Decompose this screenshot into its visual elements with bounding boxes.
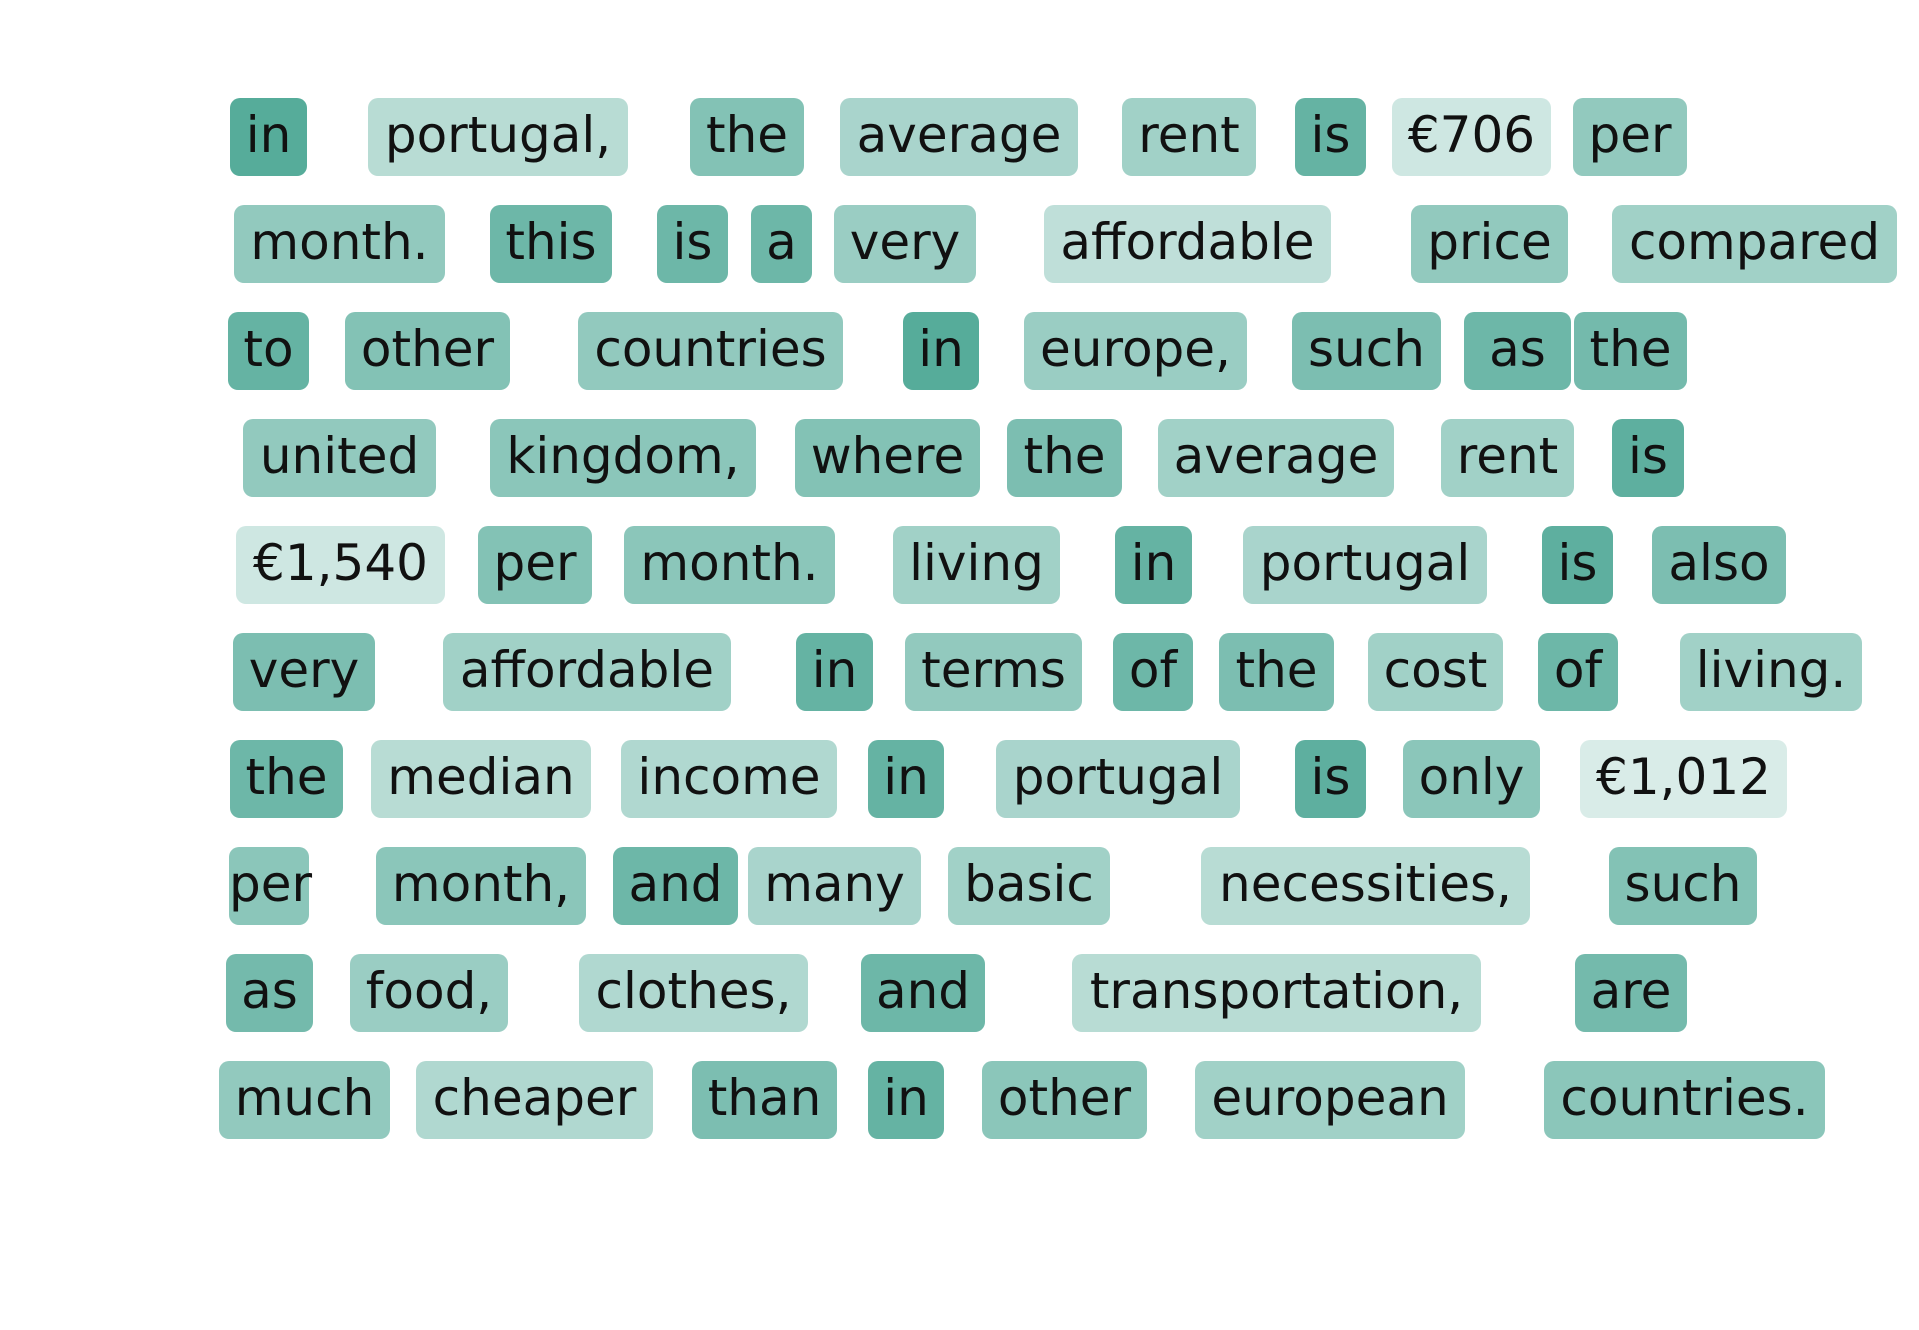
- token-chip: and: [861, 954, 985, 1032]
- token-chip: is: [1612, 419, 1684, 497]
- token-chip: month,: [376, 847, 586, 925]
- token-chip: also: [1652, 526, 1786, 604]
- token-chip: such: [1292, 312, 1441, 390]
- token-chip: of: [1113, 633, 1193, 711]
- token-chip: european: [1195, 1061, 1465, 1139]
- token-chip: is: [1295, 740, 1366, 818]
- token-chip: clothes,: [579, 954, 808, 1032]
- token-chip: in: [796, 633, 873, 711]
- token-chip: is: [1542, 526, 1613, 604]
- token-chip: per: [478, 526, 592, 604]
- token-chip: basic: [948, 847, 1110, 925]
- token-chip: of: [1538, 633, 1618, 711]
- token-chip: is: [657, 205, 728, 283]
- token-chip: per: [229, 847, 312, 925]
- token-chip: transportation,: [1072, 954, 1481, 1032]
- token-chip: portugal: [1243, 526, 1487, 604]
- token-chip: than: [692, 1061, 837, 1139]
- token-chip: very: [834, 205, 976, 283]
- token-chip: very: [233, 633, 375, 711]
- token-chip: rent: [1122, 98, 1256, 176]
- token-chip: many: [748, 847, 921, 925]
- token-chip: living.: [1680, 633, 1862, 711]
- token-chip: affordable: [1044, 205, 1331, 283]
- token-chip: €1,012: [1580, 740, 1787, 818]
- token-chip: €706: [1392, 98, 1551, 176]
- token-chip: living: [893, 526, 1060, 604]
- token-chip: as: [1464, 312, 1571, 390]
- token-chip: compared: [1612, 205, 1897, 283]
- token-chip: cost: [1368, 633, 1503, 711]
- token-chip: median: [371, 740, 591, 818]
- token-chip: europe,: [1024, 312, 1247, 390]
- token-chip: month.: [234, 205, 445, 283]
- token-chip: united: [243, 419, 436, 497]
- token-chip: the: [1574, 312, 1687, 390]
- token-chip: countries.: [1544, 1061, 1825, 1139]
- token-chip: this: [490, 205, 612, 283]
- token-chip: a: [751, 205, 812, 283]
- token-chip: countries: [578, 312, 843, 390]
- token-chip: in: [230, 98, 307, 176]
- token-chip: to: [228, 312, 309, 390]
- token-chip: cheaper: [416, 1061, 653, 1139]
- token-chip: are: [1575, 954, 1687, 1032]
- token-chip: food,: [350, 954, 508, 1032]
- token-chip: in: [903, 312, 979, 390]
- token-chip: price: [1411, 205, 1568, 283]
- token-chip: where: [795, 419, 980, 497]
- token-chip: only: [1403, 740, 1540, 818]
- token-chip: necessities,: [1201, 847, 1530, 925]
- token-chip: month.: [624, 526, 835, 604]
- token-chip: is: [1295, 98, 1366, 176]
- token-chip: the: [1219, 633, 1334, 711]
- token-chip: in: [868, 740, 944, 818]
- token-chip: terms: [905, 633, 1082, 711]
- token-chip: as: [226, 954, 313, 1032]
- token-chip: much: [219, 1061, 390, 1139]
- token-chip: rent: [1441, 419, 1574, 497]
- token-chip: average: [1158, 419, 1394, 497]
- token-chip: the: [690, 98, 804, 176]
- token-chip: the: [230, 740, 343, 818]
- token-chip: other: [982, 1061, 1147, 1139]
- token-chip: in: [1115, 526, 1192, 604]
- token-chip: kingdom,: [490, 419, 756, 497]
- token-chip: income: [621, 740, 837, 818]
- token-chip: such: [1609, 847, 1757, 925]
- token-chip: €1,540: [236, 526, 445, 604]
- token-chip: the: [1007, 419, 1122, 497]
- token-chip: portugal,: [368, 98, 628, 176]
- token-chip: and: [613, 847, 738, 925]
- token-chip: affordable: [443, 633, 731, 711]
- token-chip: other: [345, 312, 510, 390]
- token-chip: portugal: [996, 740, 1240, 818]
- token-chip: per: [1573, 98, 1687, 176]
- token-chip: average: [840, 98, 1078, 176]
- token-chip: in: [868, 1061, 944, 1139]
